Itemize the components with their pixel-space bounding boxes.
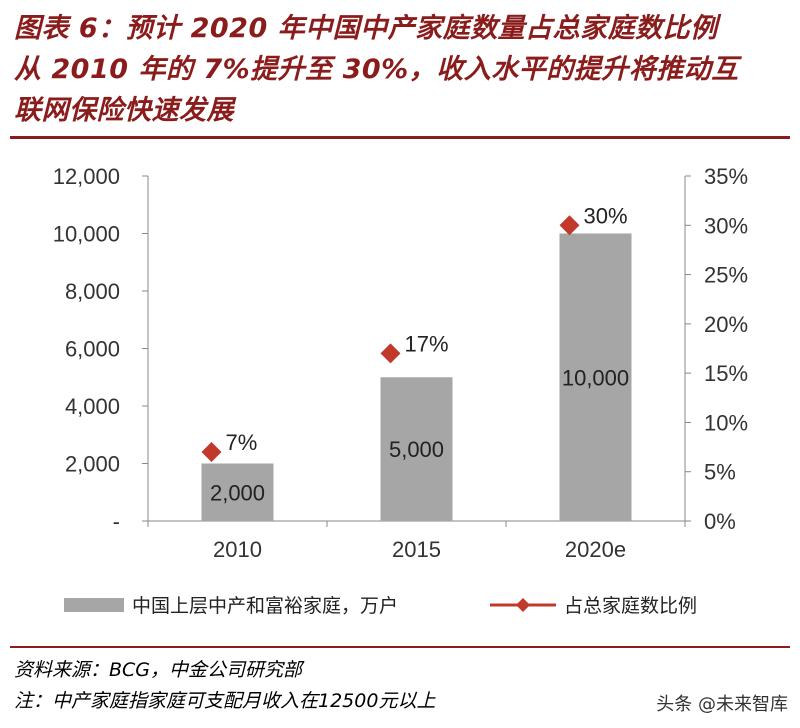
legend-bar-label: 中国上层中产和富裕家庭，万户 (132, 595, 398, 617)
bar (201, 463, 274, 521)
watermark: 头条 @未来智库 (656, 694, 788, 715)
y-right-tick-label: 30% (704, 213, 748, 238)
x-tick-label: 2020e (565, 537, 626, 562)
ratio-marker (380, 343, 401, 364)
x-tick-label: 2010 (213, 537, 262, 562)
ratio-data-label: 17% (405, 331, 449, 356)
y-left-tick-label: 10,000 (53, 222, 120, 247)
y-left-tick-label: 4,000 (65, 394, 120, 419)
title-line-2: 从 2010 年的 7%提升至 30%，收入水平的提升将推动互 (14, 54, 739, 85)
ratio-marker (559, 215, 580, 236)
chart-title: 图表 6：预计 2020 年中国中产家庭数量占总家庭数比例 从 2010 年的 … (14, 8, 789, 131)
source-note: 资料来源：BCG，中金公司研究部 (14, 659, 303, 681)
title-line-3: 联网保险快速发展 (14, 95, 234, 126)
bar (559, 233, 632, 521)
ratio-data-label: 30% (584, 203, 628, 228)
y-left-tick-label: 12,000 (53, 164, 120, 189)
y-right-tick-label: 35% (704, 164, 748, 189)
legend-bar-swatch (64, 598, 124, 612)
y-left-tick-label: - (113, 509, 120, 534)
title-divider (10, 136, 790, 139)
y-right-tick-label: 5% (704, 460, 736, 485)
footnote: 注：中产家庭指家庭可支配月收入在12500元以上 (14, 690, 436, 712)
bar (380, 377, 453, 521)
x-tick-label: 2015 (392, 537, 441, 562)
chart: - 2,000 4,000 6,000 8,000 10,000 12,000 0% 5% 10%… (53, 164, 748, 617)
ratio-data-label: 7% (226, 430, 258, 455)
y-right-tick-label: 15% (704, 361, 748, 386)
bar-data-label: 5,000 (389, 437, 444, 462)
legend-marker-label: 占总家庭数比例 (564, 595, 697, 617)
y-left-tick-label: 8,000 (65, 279, 120, 304)
legend-marker-swatch (516, 598, 530, 612)
ratio-marker (201, 442, 222, 462)
y-right-tick-label: 0% (704, 509, 736, 534)
title-line-1: 图表 6：预计 2020 年中国中产家庭数量占总家庭数比例 (14, 13, 718, 44)
y-right-tick-label: 20% (704, 312, 748, 337)
bar-data-label: 2,000 (210, 480, 265, 505)
y-left-tick-label: 2,000 (65, 452, 120, 477)
y-right-tick-label: 10% (704, 410, 748, 435)
footer-divider (10, 646, 790, 648)
bar-data-label: 10,000 (562, 365, 629, 390)
y-right-tick-label: 25% (704, 263, 748, 288)
y-left-tick-label: 6,000 (65, 337, 120, 362)
